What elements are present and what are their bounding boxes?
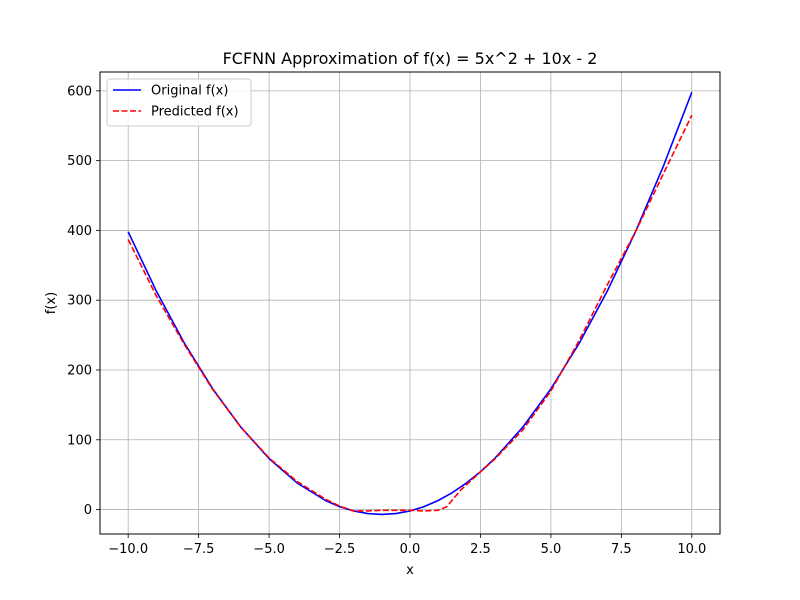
ticks: −10.0 −7.5 −5.0 −2.5 0.0 2.5 5.0 7.5 10.0 0 100 200…: [67, 84, 706, 557]
legend-label-0: Original f(x): [151, 84, 228, 99]
x-tick-label: 5.0: [541, 542, 562, 557]
series-line-1: [127, 114, 693, 512]
y-tick-label: 300: [67, 294, 92, 309]
y-tick-label: 100: [67, 433, 92, 448]
x-tick-label: −7.5: [183, 542, 215, 557]
y-tick-label: 600: [67, 84, 92, 99]
legend: Original f(x) Predicted f(x): [106, 78, 252, 127]
y-tick-label: 500: [67, 154, 92, 169]
x-tick-label: −10.0: [108, 542, 148, 557]
y-tick-label: 200: [67, 363, 92, 378]
x-tick-label: 2.5: [470, 542, 491, 557]
x-axis-label: x: [406, 563, 414, 578]
legend-label-1: Predicted f(x): [151, 105, 239, 120]
y-tick-label: 400: [67, 224, 92, 239]
y-axis-label: f(x): [44, 292, 59, 314]
x-tick-label: −5.0: [253, 542, 285, 557]
x-tick-label: 7.5: [611, 542, 632, 557]
x-tick-label: −2.5: [324, 542, 356, 557]
series-layer: [127, 91, 693, 516]
legend-box: [106, 78, 252, 127]
x-tick-label: 10.0: [677, 542, 706, 557]
y-tick-label: 0: [84, 503, 92, 518]
x-tick-label: 0.0: [400, 542, 421, 557]
chart-title: FCFNN Approximation of f(x) = 5x^2 + 10x…: [223, 49, 598, 68]
